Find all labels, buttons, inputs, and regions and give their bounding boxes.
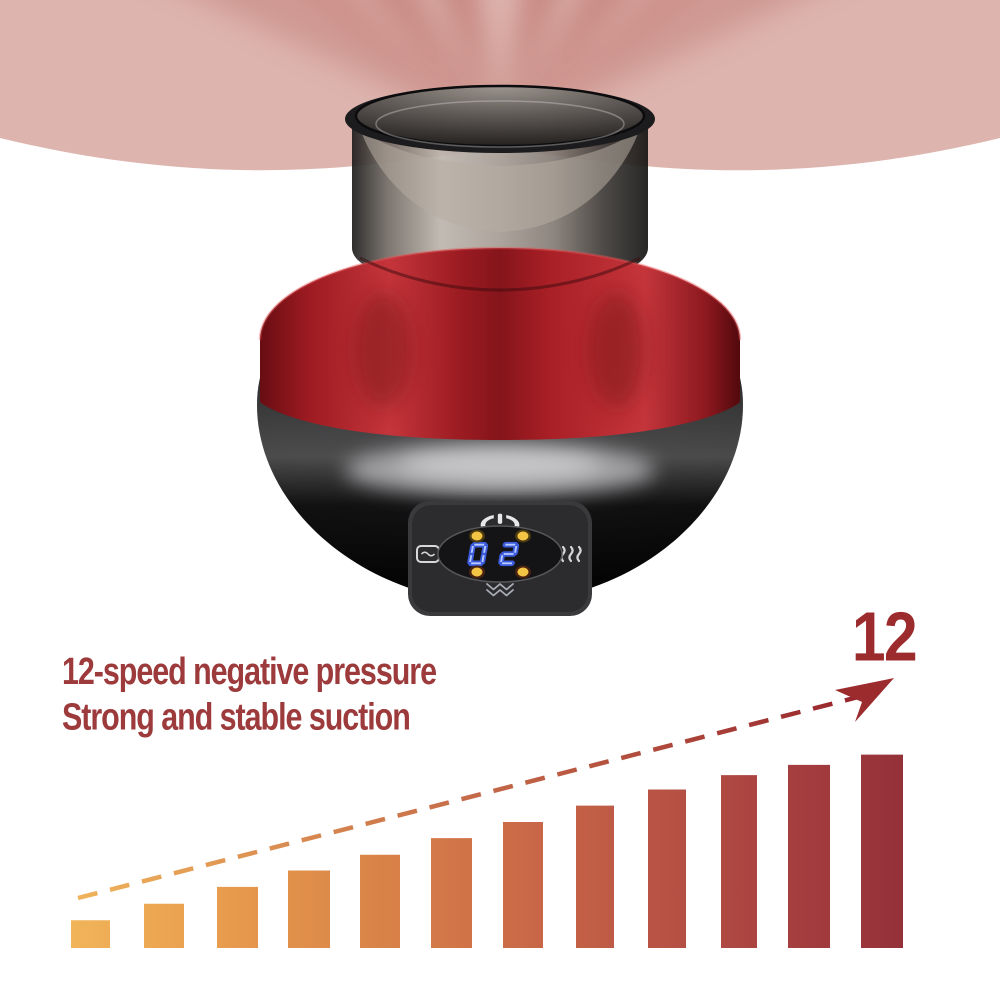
svg-text:12: 12 [852, 597, 916, 675]
